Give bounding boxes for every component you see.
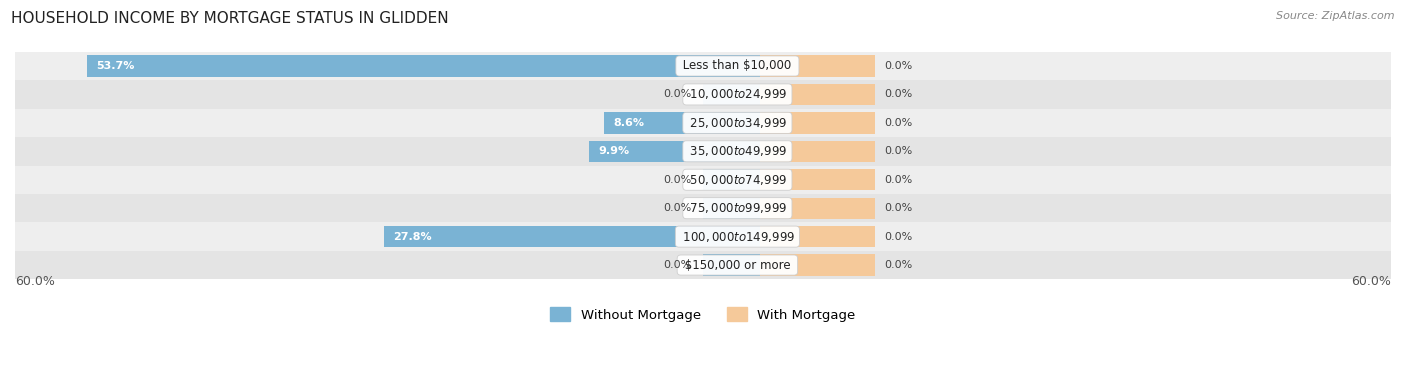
Text: 0.0%: 0.0% bbox=[664, 260, 692, 270]
Text: 0.0%: 0.0% bbox=[664, 89, 692, 100]
Text: 0.0%: 0.0% bbox=[884, 231, 912, 242]
Legend: Without Mortgage, With Mortgage: Without Mortgage, With Mortgage bbox=[546, 302, 860, 327]
Text: 0.0%: 0.0% bbox=[884, 118, 912, 128]
Text: $10,000 to $24,999: $10,000 to $24,999 bbox=[686, 87, 789, 101]
Bar bbox=[761, 112, 875, 133]
Text: 0.0%: 0.0% bbox=[884, 203, 912, 213]
Bar bbox=[15, 194, 1391, 222]
Text: 0.0%: 0.0% bbox=[664, 175, 692, 185]
Text: Less than $10,000: Less than $10,000 bbox=[679, 60, 796, 72]
Bar bbox=[761, 84, 875, 105]
Text: 60.0%: 60.0% bbox=[15, 275, 55, 288]
Bar bbox=[15, 109, 1391, 137]
Bar bbox=[761, 141, 875, 162]
Bar bbox=[605, 112, 761, 133]
Text: 0.0%: 0.0% bbox=[664, 203, 692, 213]
Text: 8.6%: 8.6% bbox=[613, 118, 644, 128]
Text: HOUSEHOLD INCOME BY MORTGAGE STATUS IN GLIDDEN: HOUSEHOLD INCOME BY MORTGAGE STATUS IN G… bbox=[11, 11, 449, 26]
Bar bbox=[761, 55, 875, 77]
Text: 0.0%: 0.0% bbox=[884, 175, 912, 185]
Text: $35,000 to $49,999: $35,000 to $49,999 bbox=[686, 144, 789, 158]
Bar bbox=[87, 55, 761, 77]
Bar bbox=[761, 226, 875, 247]
Text: 27.8%: 27.8% bbox=[394, 231, 432, 242]
Text: 0.0%: 0.0% bbox=[884, 89, 912, 100]
Bar bbox=[589, 141, 761, 162]
Bar bbox=[15, 166, 1391, 194]
Text: Source: ZipAtlas.com: Source: ZipAtlas.com bbox=[1277, 11, 1395, 21]
Bar bbox=[384, 226, 761, 247]
Bar bbox=[761, 198, 875, 219]
Bar bbox=[703, 84, 761, 105]
Bar bbox=[703, 169, 761, 190]
Text: $150,000 or more: $150,000 or more bbox=[681, 259, 794, 271]
Text: $25,000 to $34,999: $25,000 to $34,999 bbox=[686, 116, 789, 130]
Text: $50,000 to $74,999: $50,000 to $74,999 bbox=[686, 173, 789, 187]
Text: $100,000 to $149,999: $100,000 to $149,999 bbox=[679, 230, 796, 244]
Bar bbox=[15, 222, 1391, 251]
Bar bbox=[15, 52, 1391, 80]
Text: 9.9%: 9.9% bbox=[599, 146, 630, 156]
Text: 0.0%: 0.0% bbox=[884, 260, 912, 270]
Bar bbox=[761, 254, 875, 276]
Text: 60.0%: 60.0% bbox=[1351, 275, 1391, 288]
Text: 0.0%: 0.0% bbox=[884, 61, 912, 71]
Bar bbox=[761, 169, 875, 190]
Bar bbox=[15, 137, 1391, 166]
Bar bbox=[703, 254, 761, 276]
Text: 0.0%: 0.0% bbox=[884, 146, 912, 156]
Bar bbox=[703, 198, 761, 219]
Bar bbox=[15, 80, 1391, 109]
Text: $75,000 to $99,999: $75,000 to $99,999 bbox=[686, 201, 789, 215]
Bar bbox=[15, 251, 1391, 279]
Text: 53.7%: 53.7% bbox=[97, 61, 135, 71]
